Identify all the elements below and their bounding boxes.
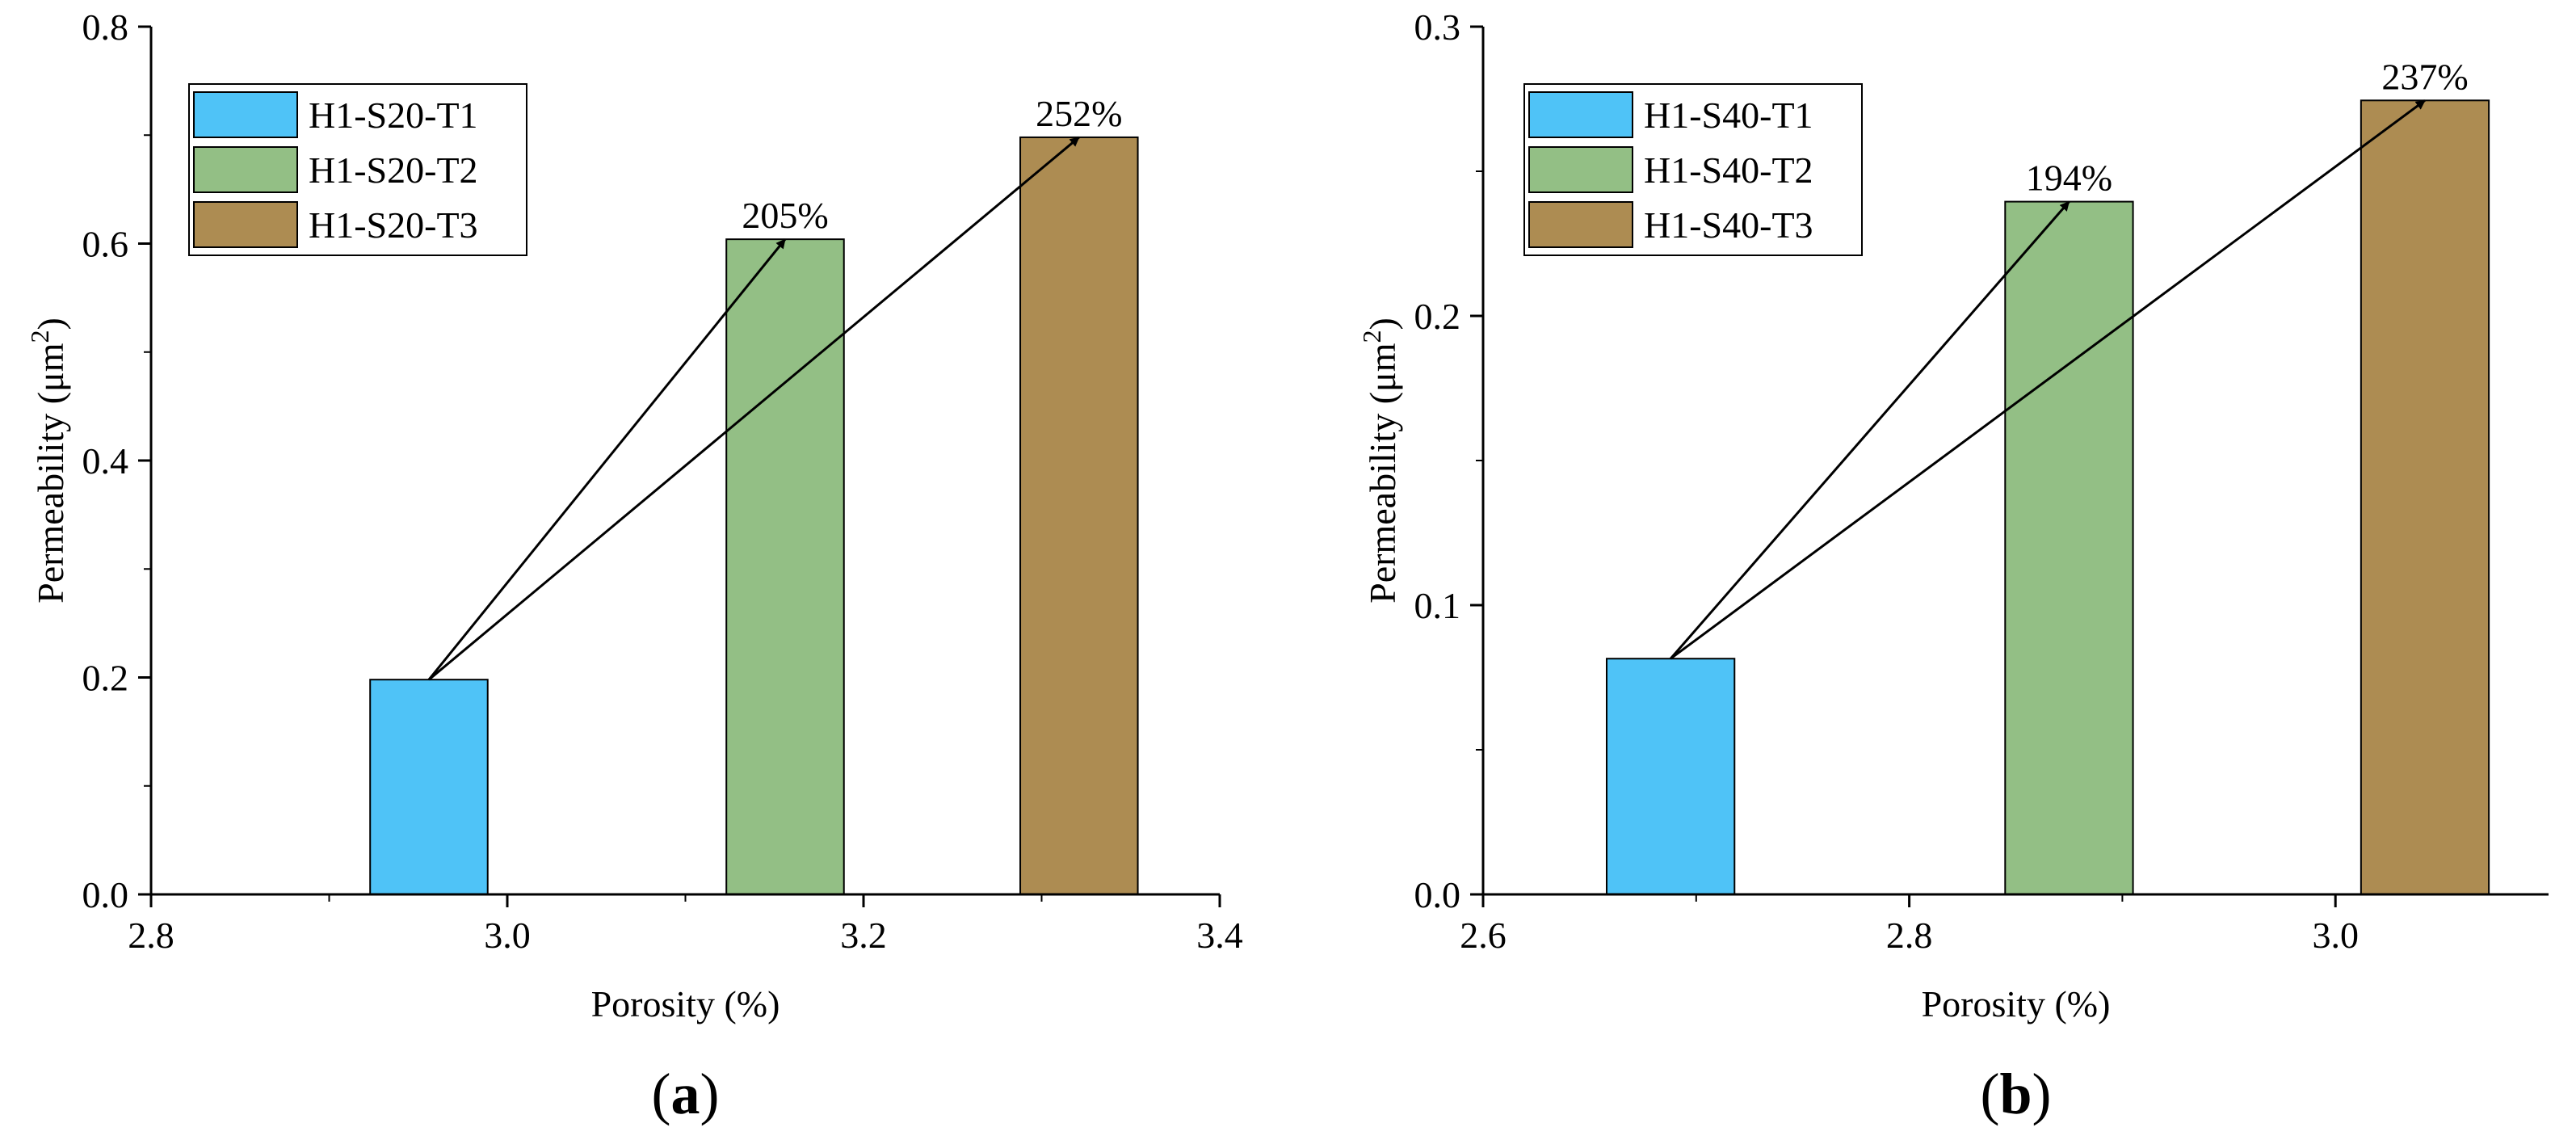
panel-label: (a) [652, 1062, 720, 1126]
legend: H1-S20-T1 H1-S20-T2 H1-S20-T3 [188, 83, 527, 256]
y-tick-label: 0.8 [82, 6, 129, 48]
y-axis-title: Permeability (μm2) [1357, 318, 1403, 604]
x-axis-title: Porosity (%) [591, 983, 780, 1024]
y-tick-label: 0.2 [1414, 296, 1461, 337]
panel-label-letter: a [671, 1062, 700, 1126]
legend-swatch [193, 201, 298, 248]
panel-label-open: ( [652, 1062, 671, 1126]
y-axis-title-main: Permeability (μm [30, 343, 71, 604]
panel-label-close: ) [700, 1062, 720, 1126]
x-tick-label: 2.6 [1460, 915, 1507, 956]
legend-swatch [193, 146, 298, 193]
y-tick-label: 0.6 [82, 224, 129, 265]
y-axis-title-end: ) [30, 318, 71, 330]
y-axis-title-main: Permeability (μm [1362, 343, 1403, 604]
chart-panel-a: 0.0 0.2 0.4 0.6 0.8 2.8 3.0 3.2 3.4 Porosity (%) P… [25, 6, 1243, 1126]
y-axis-title-end: ) [1362, 318, 1403, 330]
percentage-label: 252% [1036, 93, 1122, 134]
legend-swatch [193, 91, 298, 138]
legend: H1-S40-T1 H1-S40-T2 H1-S40-T3 [1523, 83, 1863, 256]
chart-panel-b: 0.0 0.1 0.2 0.3 2.6 2.8 3.0 Porosity (%) Permeab… [1357, 6, 2549, 1126]
bar-h1-s40-t2 [2004, 200, 2134, 895]
y-axis-title-superscript: 2 [25, 330, 54, 343]
panel-label-close: ) [2032, 1062, 2052, 1126]
bar-h1-s20-t1 [369, 679, 489, 895]
growth-arrow [427, 238, 787, 681]
legend-label: H1-S20-T1 [309, 95, 478, 136]
legend-label: H1-S20-T3 [309, 204, 478, 246]
bar-h1-s40-t3 [2360, 99, 2490, 896]
y-axis-title: Permeability (μm2) [25, 318, 71, 604]
x-tick-label: 2.8 [1886, 915, 1933, 956]
x-tick-label: 3.2 [840, 915, 887, 956]
percentage-label: 194% [2026, 158, 2112, 199]
bar-h1-s40-t1 [1606, 658, 1736, 895]
panel-label-letter: b [1999, 1062, 2032, 1126]
x-tick-label: 3.0 [484, 915, 531, 956]
y-tick-label: 0.0 [82, 874, 129, 915]
legend-swatch [1528, 91, 1633, 138]
y-tick-label: 0.4 [82, 440, 129, 482]
y-tick-label: 0.2 [82, 658, 129, 699]
y-tick-label: 0.3 [1414, 6, 1461, 48]
legend-label: H1-S40-T3 [1644, 204, 1813, 246]
bar-h1-s20-t2 [725, 238, 845, 895]
y-axis-title-superscript: 2 [1357, 330, 1386, 343]
x-tick-label: 3.0 [2312, 915, 2359, 956]
bar-h1-s20-t3 [1019, 136, 1139, 895]
legend-swatch [1528, 146, 1633, 193]
x-tick-label: 3.4 [1196, 915, 1243, 956]
legend-label: H1-S20-T2 [309, 149, 478, 191]
x-axis-title: Porosity (%) [1922, 983, 2111, 1024]
legend-label: H1-S40-T1 [1644, 95, 1813, 136]
y-tick-label: 0.0 [1414, 874, 1461, 915]
growth-arrow [1670, 200, 2070, 660]
x-tick-label: 2.8 [128, 915, 174, 956]
growth-arrow [428, 136, 1080, 681]
y-tick-label: 0.1 [1414, 585, 1461, 626]
percentage-label: 205% [742, 195, 828, 236]
legend-label: H1-S40-T2 [1644, 149, 1813, 191]
percentage-label: 237% [2381, 56, 2468, 97]
growth-arrow [1670, 99, 2426, 660]
panel-label: (b) [1980, 1062, 2051, 1126]
legend-swatch [1528, 201, 1633, 248]
panel-label-open: ( [1980, 1062, 1999, 1126]
